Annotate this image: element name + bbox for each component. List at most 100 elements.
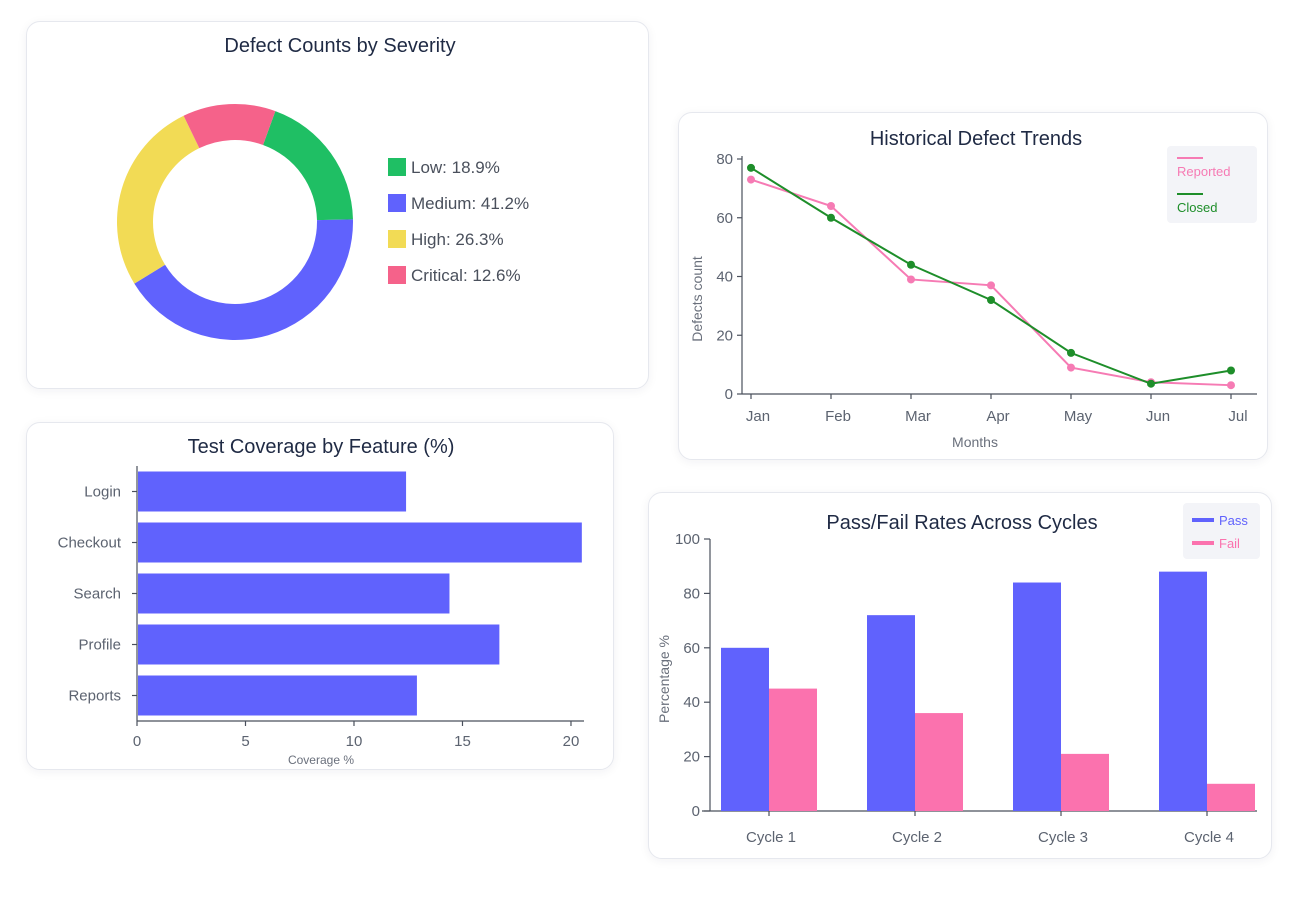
x-axis-label: Months (952, 434, 998, 450)
data-point-reported (987, 281, 995, 290)
line-legend: Reported Closed (1167, 146, 1257, 223)
y-tick-label: 60 (716, 210, 733, 227)
hbar-bars (138, 471, 582, 716)
legend-label-medium: Medium: 41.2% (411, 194, 529, 213)
data-point-closed (747, 163, 755, 172)
series-line-closed (750, 166, 1232, 385)
y-axis-label: Percentage % (656, 635, 672, 723)
legend-box (1167, 146, 1257, 223)
x-tick-label: Cycle 2 (892, 829, 942, 846)
x-tick-label: 20 (563, 733, 580, 750)
y-tick-label: Login (84, 484, 121, 501)
legend-label-closed: Closed (1177, 200, 1217, 215)
y-tick-label: 80 (716, 151, 733, 168)
line-axes: 0 20 40 60 80 Jan Feb Mar Apr May Jun Jul (716, 151, 1257, 425)
test-coverage-chart: Test Coverage by Feature (%) Coverage % … (58, 436, 584, 767)
y-axis-label: Defects count (689, 256, 705, 342)
legend-label-reported: Reported (1177, 164, 1230, 179)
legend-swatch-low (388, 158, 406, 176)
chart-title: Historical Defect Trends (870, 128, 1082, 150)
legend-label-pass: Pass (1219, 513, 1248, 528)
bar-fail (1061, 753, 1109, 811)
bar-fail (1207, 783, 1255, 811)
bar-pass (1159, 571, 1207, 811)
donut-slice-medium (134, 219, 353, 340)
legend-swatch-high (388, 230, 406, 248)
legend-label-fail: Fail (1219, 536, 1240, 551)
donut-slices (117, 104, 353, 340)
bar-fail (769, 688, 817, 811)
data-point-reported (827, 202, 835, 210)
x-tick-label: Mar (905, 408, 931, 425)
x-tick-label: Jan (746, 408, 770, 425)
bar-login (138, 471, 407, 512)
data-point-closed (1227, 366, 1235, 375)
legend-swatch-fail (1192, 541, 1214, 545)
y-tick-label: Profile (78, 637, 121, 654)
data-point-closed (827, 213, 835, 222)
bar-reports (138, 675, 417, 716)
bar-search (138, 573, 450, 614)
bar-profile (138, 624, 500, 665)
defect-severity-chart: Defect Counts by Severity Low: 18.9% Medi… (117, 35, 529, 340)
data-point-reported (907, 275, 915, 284)
x-tick-label: Cycle 1 (746, 829, 796, 846)
x-tick-label: 10 (346, 733, 363, 750)
chart-title: Pass/Fail Rates Across Cycles (826, 512, 1097, 534)
y-tick-label: 80 (683, 585, 700, 602)
pass-fail-chart: Pass/Fail Rates Across Cycles Percentage… (656, 503, 1260, 846)
data-point-reported (1067, 363, 1075, 372)
y-tick-label: Reports (68, 688, 121, 705)
x-tick-label: Jul (1228, 408, 1247, 425)
y-tick-label: 20 (716, 327, 733, 344)
chart-title: Defect Counts by Severity (224, 35, 455, 57)
pass-fail-card: Pass/Fail Rates Across Cycles Percentage… (648, 492, 1272, 859)
data-point-closed (987, 296, 995, 304)
bar-fail (915, 713, 963, 811)
donut-slice-critical (183, 104, 276, 149)
data-point-reported (747, 175, 755, 184)
vbar-legend: Pass Fail (1183, 503, 1260, 559)
y-tick-label: 40 (716, 269, 733, 286)
data-point-closed (1147, 379, 1155, 388)
bar-checkout (138, 522, 582, 563)
y-tick-label: 20 (683, 749, 700, 766)
legend-label-critical: Critical: 12.6% (411, 266, 521, 285)
legend-swatch-medium (388, 194, 406, 212)
x-axis-label: Coverage % (288, 753, 354, 767)
defect-severity-card: Defect Counts by Severity Low: 18.9% Medi… (26, 21, 649, 389)
x-tick-label: Cycle 4 (1184, 829, 1234, 846)
data-point-closed (1067, 348, 1075, 357)
legend-swatch-critical (388, 266, 406, 284)
x-tick-label: Feb (825, 408, 851, 425)
legend-swatch-pass (1192, 518, 1214, 522)
vbar-axes: 0 20 40 60 80 100 Cycle 1 Cycle 2 Cycle 3 Cycle 4 (675, 531, 1257, 846)
defect-trends-chart: Historical Defect Trends Defects count M… (689, 128, 1257, 450)
y-tick-label: 60 (683, 640, 700, 657)
x-tick-label: 15 (454, 733, 471, 750)
legend-label-high: High: 26.3% (411, 230, 504, 249)
y-tick-label: 100 (675, 531, 700, 548)
test-coverage-card: Test Coverage by Feature (%) Coverage % … (26, 422, 614, 770)
x-tick-label: Jun (1146, 408, 1170, 425)
donut-slice-low (263, 111, 353, 221)
y-tick-label: 0 (725, 386, 733, 403)
y-tick-label: 0 (692, 803, 700, 820)
chart-title: Test Coverage by Feature (%) (188, 436, 455, 458)
x-tick-label: 5 (241, 733, 249, 750)
bar-pass (1013, 582, 1061, 811)
donut-legend: Low: 18.9% Medium: 41.2% High: 26.3% Critic… (388, 158, 529, 285)
x-tick-label: 0 (133, 733, 141, 750)
line-series (747, 163, 1235, 390)
legend-label-low: Low: 18.9% (411, 158, 500, 177)
x-tick-label: Apr (986, 408, 1009, 425)
bar-pass (867, 615, 915, 811)
data-point-reported (1227, 381, 1235, 390)
x-tick-label: May (1064, 408, 1093, 425)
defect-trends-card: Historical Defect Trends Defects count M… (678, 112, 1268, 460)
y-tick-label: Search (73, 586, 121, 603)
vbar-bars (721, 571, 1255, 811)
hbar-axes: Login Checkout Search Profile Reports 0 5 10 15 2… (58, 466, 584, 750)
donut-slice-high (117, 115, 200, 284)
x-tick-label: Cycle 3 (1038, 829, 1088, 846)
